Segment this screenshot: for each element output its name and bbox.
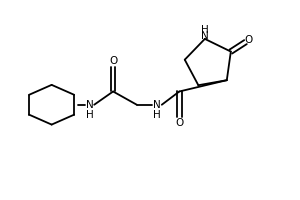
Text: H: H	[85, 110, 93, 120]
Text: H: H	[153, 110, 161, 120]
Text: O: O	[245, 35, 253, 45]
Text: N: N	[85, 100, 93, 110]
Text: H: H	[201, 25, 209, 35]
Text: N: N	[201, 31, 209, 41]
Text: O: O	[175, 118, 183, 128]
Text: N: N	[153, 100, 161, 110]
Text: O: O	[109, 56, 117, 66]
